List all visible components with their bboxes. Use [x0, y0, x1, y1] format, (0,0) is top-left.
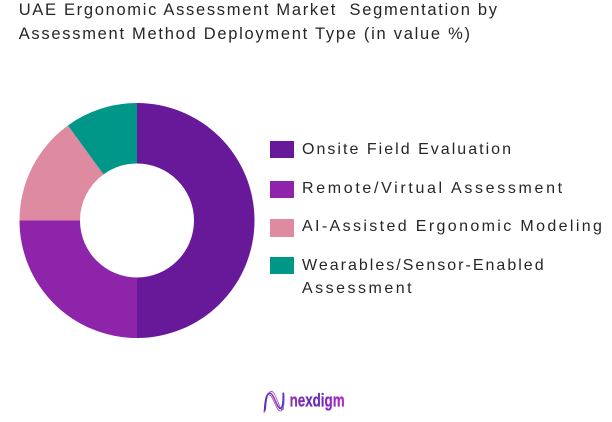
svg-text:nexdigm: nexdigm: [290, 390, 345, 411]
